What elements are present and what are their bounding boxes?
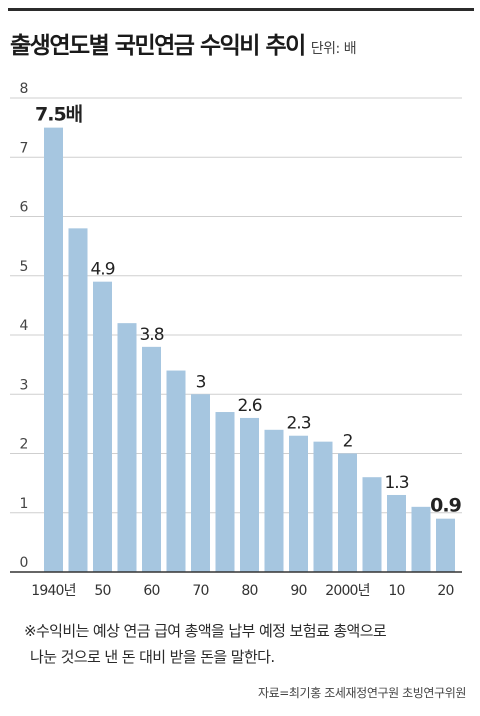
bar — [436, 518, 455, 572]
chart-header: 출생연도별 국민연금 수익비 추이 단위: 배 — [10, 26, 357, 60]
y-axis-ticks: 0 1 2 3 4 5 6 7 8 — [20, 81, 29, 571]
bar — [93, 281, 112, 572]
data-label: 3.8 — [139, 325, 163, 345]
bar — [264, 429, 284, 572]
x-tick-label: 60 — [143, 583, 159, 599]
bar — [338, 453, 357, 572]
bar — [289, 435, 308, 572]
data-label: 2 — [343, 432, 353, 452]
y-tick-label: 0 — [20, 555, 29, 571]
bar — [44, 127, 63, 572]
y-tick-label: 3 — [20, 377, 29, 393]
data-label: 0.9 — [430, 495, 461, 517]
x-tick-label: 20 — [437, 583, 453, 599]
data-label: 7.5배 — [35, 104, 82, 126]
x-tick-label: 80 — [241, 583, 257, 599]
chart-title: 출생연도별 국민연금 수익비 추이 — [10, 33, 306, 59]
data-label: 1.3 — [384, 473, 408, 493]
data-label: 4.9 — [90, 260, 114, 280]
bar-chart: 0 1 2 3 4 5 6 7 8 7.5배 4.9 3.8 3 2.6 2.3 2 1.3 0.9 1940년… — [10, 81, 462, 599]
x-tick-label: 90 — [290, 583, 306, 599]
y-tick-label: 5 — [20, 259, 29, 275]
footnote: ※수익비는 예상 연금 급여 총액을 납부 예정 보험료 총액으로 나눈 것으로… — [24, 618, 472, 670]
top-rule — [8, 8, 474, 11]
data-label: 2.6 — [237, 396, 261, 416]
footnote-line-2: 나눈 것으로 낸 돈 대비 받을 돈을 말한다. — [30, 648, 275, 666]
bar — [362, 477, 382, 572]
bar — [387, 494, 406, 572]
data-labels: 7.5배 4.9 3.8 3 2.6 2.3 2 1.3 0.9 — [35, 104, 462, 517]
y-tick-label: 7 — [20, 140, 29, 156]
x-tick-label: 70 — [192, 583, 208, 599]
source-credit: 자료=최기홍 조세재정연구원 초빙연구위원 — [257, 686, 466, 700]
bars — [44, 127, 455, 572]
x-tick-label: 1940년 — [31, 583, 76, 599]
y-tick-label: 4 — [20, 318, 29, 334]
bar — [191, 394, 210, 572]
x-tick-label: 2000년 — [325, 583, 370, 599]
unit-label: 단위: 배 — [310, 41, 357, 57]
bar — [142, 346, 161, 572]
bar — [313, 441, 333, 572]
y-tick-label: 2 — [20, 437, 29, 453]
x-tick-label: 50 — [94, 583, 110, 599]
data-label: 2.3 — [286, 414, 310, 434]
data-label: 3 — [196, 372, 206, 392]
y-tick-label: 6 — [20, 200, 29, 216]
x-axis-ticks: 1940년 50 60 70 80 90 2000년 10 20 — [31, 583, 454, 599]
y-tick-label: 1 — [20, 496, 29, 512]
bar — [68, 228, 88, 572]
x-tick-label: 10 — [388, 583, 404, 599]
bar — [166, 370, 186, 572]
bar — [215, 412, 235, 572]
bar — [411, 506, 431, 572]
bar — [240, 417, 259, 572]
bar — [117, 323, 137, 572]
footnote-line-1: ※수익비는 예상 연금 급여 총액을 납부 예정 보험료 총액으로 — [24, 622, 387, 640]
y-tick-label: 8 — [20, 81, 29, 97]
